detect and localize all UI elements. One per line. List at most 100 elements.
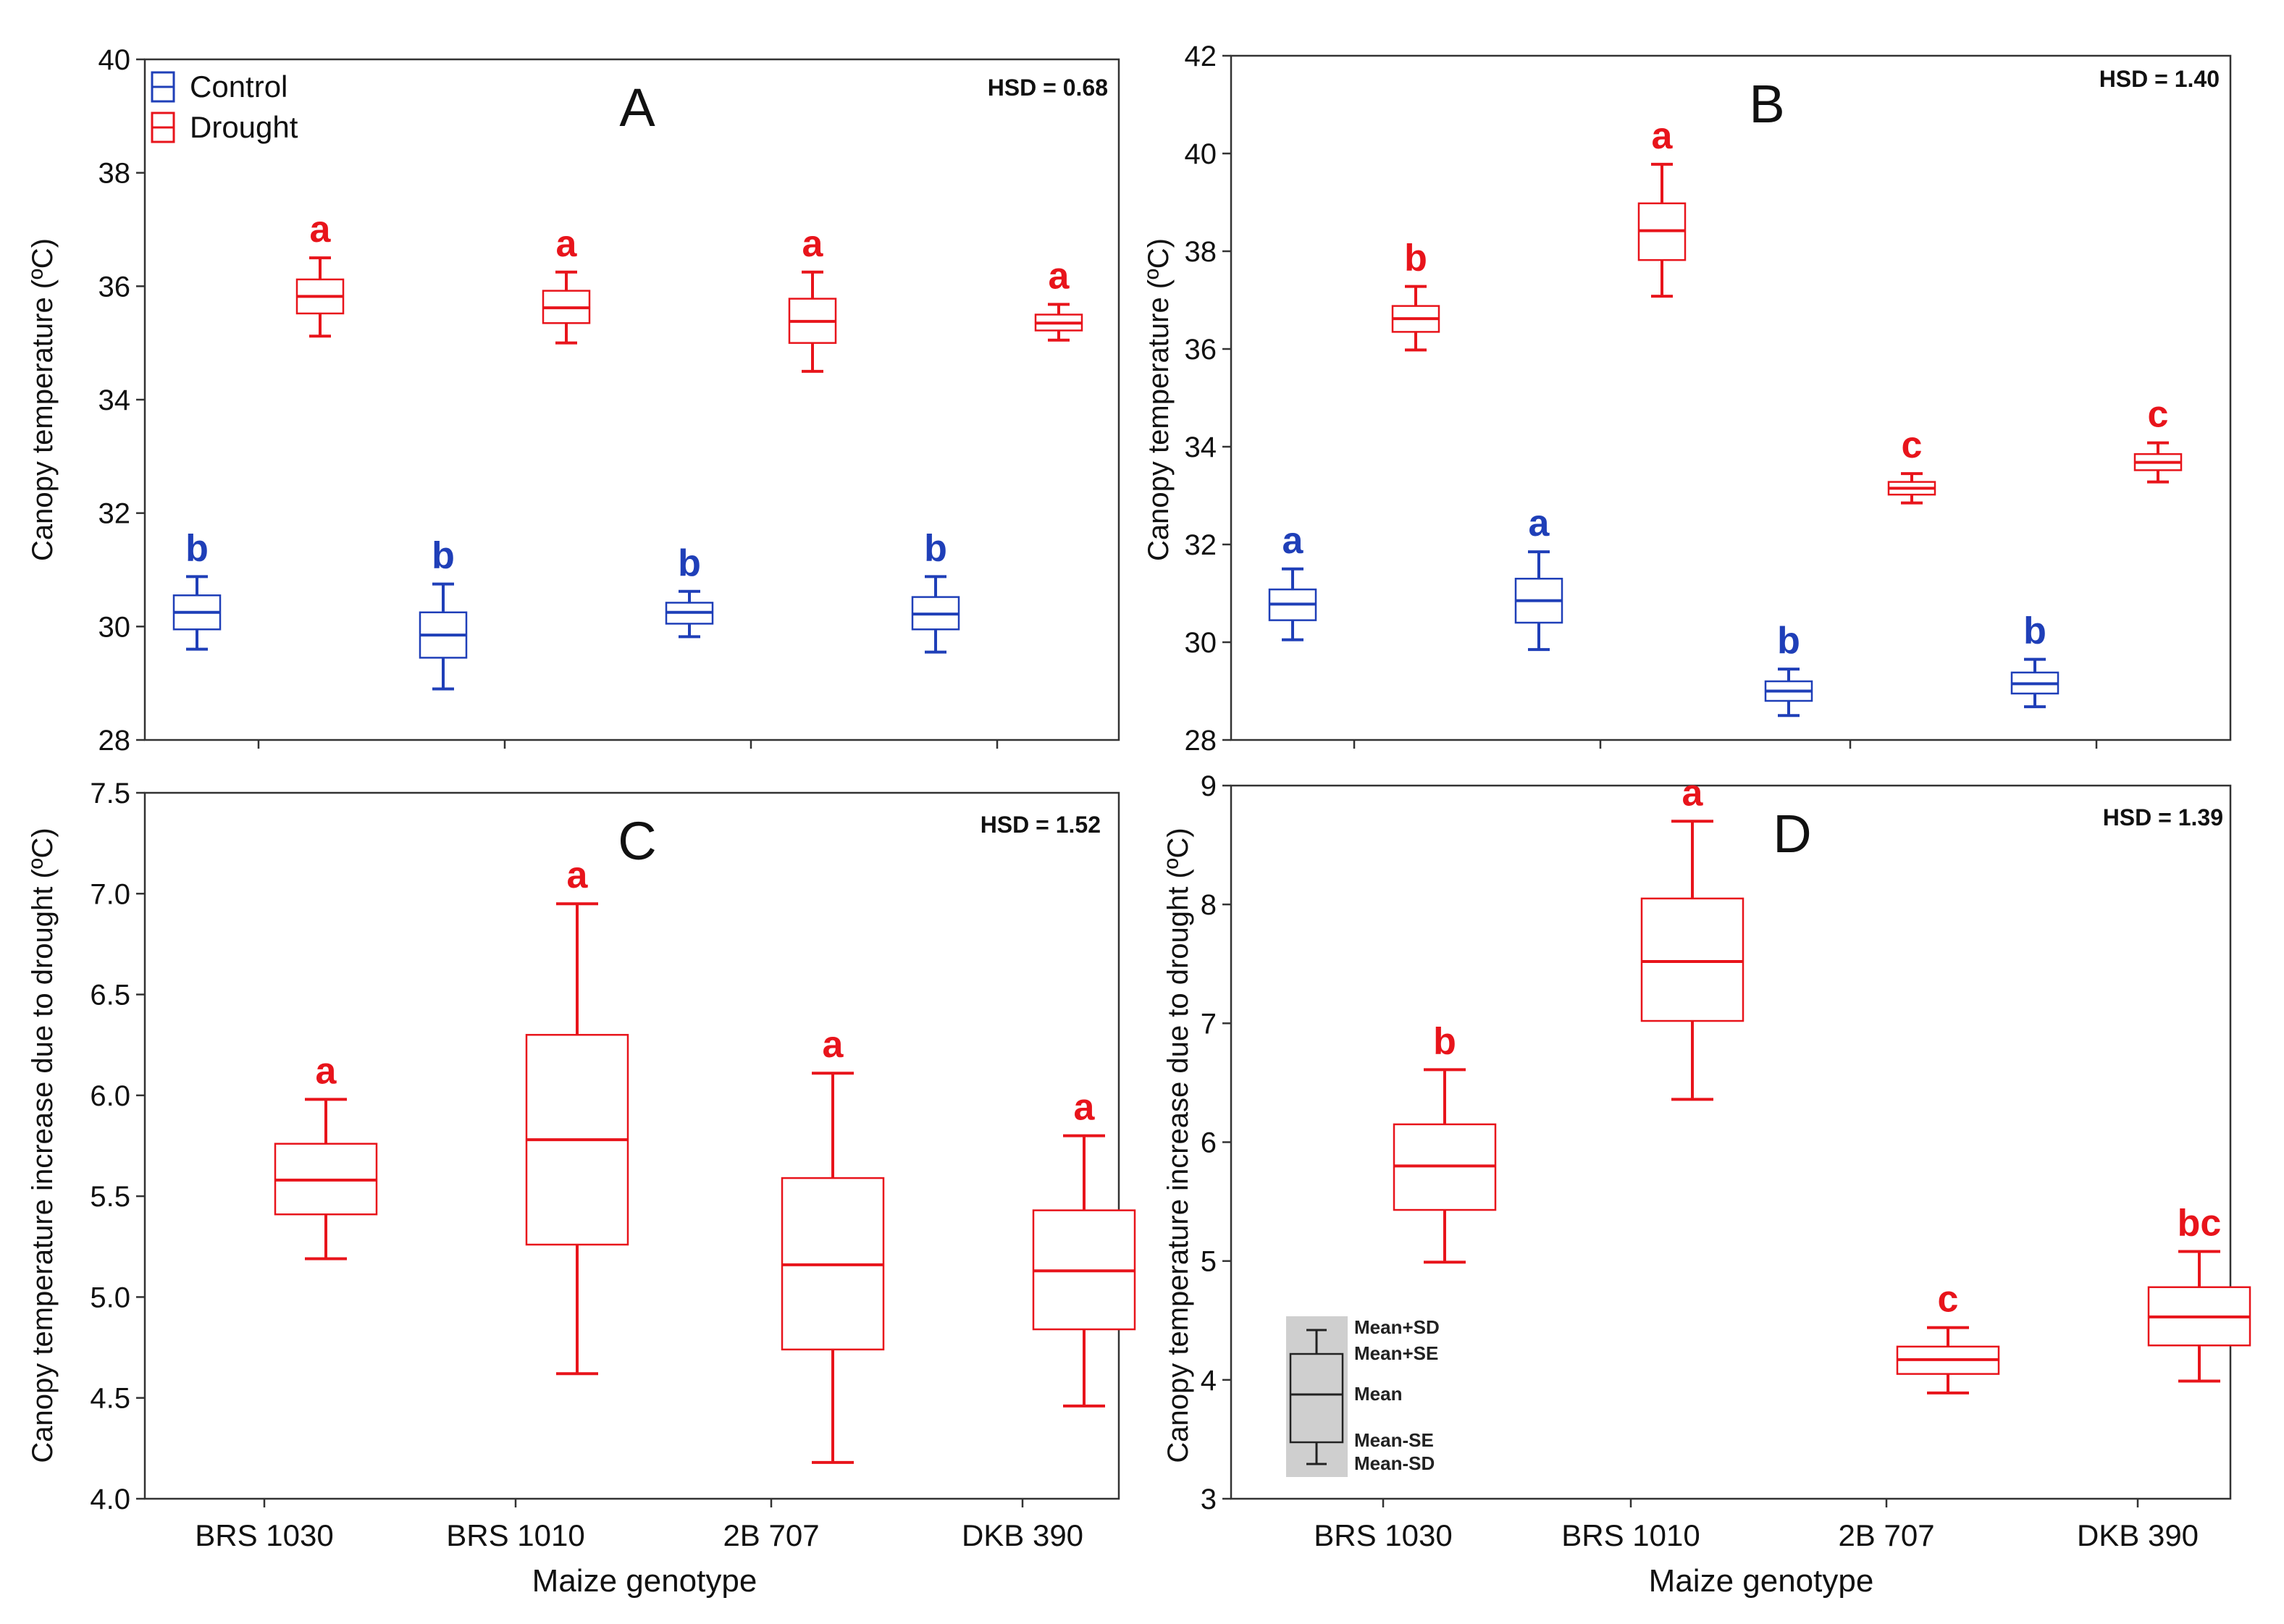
y-tick-label: 3 bbox=[1201, 1484, 1217, 1515]
significance-letter: b bbox=[2023, 610, 2046, 652]
box-control-0: b bbox=[172, 527, 222, 651]
y-tick-label: 36 bbox=[1185, 334, 1217, 366]
panel-title: C bbox=[618, 811, 656, 871]
y-tick-label: 32 bbox=[1185, 529, 1217, 561]
y-tick-label: 5 bbox=[1201, 1246, 1217, 1278]
x-tick-label: DKB 390 bbox=[2077, 1518, 2199, 1552]
y-axis-label: Canopy temperature increase due to droug… bbox=[27, 828, 59, 1463]
significance-letter: a bbox=[1074, 1087, 1096, 1129]
y-tick-label: 38 bbox=[98, 158, 131, 190]
inset-label: Mean bbox=[1354, 1383, 1402, 1405]
significance-letter: b bbox=[924, 527, 947, 569]
panel-c: 4.0 4.5 5.0 5.5 6.0 6.5 7.0 7.5 BRS 1030 BRS 1010… bbox=[27, 778, 1136, 1552]
legend-label: Control bbox=[190, 70, 287, 104]
box-drought-1: a bbox=[542, 223, 591, 345]
significance-letter: c bbox=[1902, 424, 1923, 466]
significance-letter: a bbox=[823, 1024, 844, 1066]
y-tick-label: 4.5 bbox=[90, 1383, 130, 1415]
box-drought-1: a bbox=[525, 854, 629, 1376]
significance-letter: c bbox=[1938, 1279, 1959, 1321]
box-drought-1: a bbox=[1637, 115, 1687, 298]
hsd-value: HSD = 1.40 bbox=[2099, 66, 2220, 92]
panel-b: 28 30 32 34 36 38 40 42 Canopy temperature (ºC) B… bbox=[1143, 41, 2232, 757]
y-axis-label: Canopy temperature (ºC) bbox=[27, 238, 59, 561]
significance-letter: a bbox=[556, 223, 578, 265]
y-tick-label: 30 bbox=[98, 611, 131, 643]
y-tick-label: 9 bbox=[1201, 770, 1217, 802]
x-axis-label-right: Maize genotype bbox=[1649, 1563, 1874, 1599]
box-control-3: b bbox=[2010, 610, 2060, 709]
y-tick-label: 40 bbox=[98, 44, 131, 76]
plot-frame bbox=[143, 791, 1120, 1500]
box-drought-3: bc bbox=[2147, 1203, 2251, 1383]
box-drought-3: a bbox=[1034, 255, 1083, 342]
inset-label: Mean+SE bbox=[1354, 1342, 1438, 1364]
significance-letter: b bbox=[432, 535, 455, 577]
inset-label: Mean+SD bbox=[1354, 1316, 1440, 1338]
x-tick-label: BRS 1030 bbox=[1314, 1518, 1452, 1552]
hsd-value: HSD = 0.68 bbox=[988, 75, 1108, 101]
y-tick-label: 4 bbox=[1201, 1365, 1217, 1397]
x-axis-label-left: Maize genotype bbox=[532, 1563, 757, 1599]
significance-letter: a bbox=[310, 209, 332, 251]
hsd-value: HSD = 1.52 bbox=[981, 812, 1101, 838]
significance-letter: a bbox=[1529, 502, 1550, 544]
box-control-0: a bbox=[1268, 520, 1317, 641]
significance-letter: b bbox=[1777, 620, 1800, 662]
y-axis-label: Canopy temperature increase due to droug… bbox=[1162, 828, 1194, 1463]
y-tick-label: 4.0 bbox=[90, 1484, 130, 1515]
significance-letter: a bbox=[316, 1050, 337, 1092]
box-drought-2: c bbox=[1896, 1279, 2000, 1394]
box-control-2: b bbox=[1764, 620, 1813, 718]
se-box bbox=[1640, 897, 1745, 1022]
panel-title: A bbox=[619, 77, 655, 138]
box-control-2: b bbox=[665, 542, 714, 639]
y-tick-label: 6 bbox=[1201, 1127, 1217, 1159]
legend-label: Drought bbox=[190, 110, 298, 144]
y-tick-label: 38 bbox=[1185, 236, 1217, 268]
significance-letter: b bbox=[678, 542, 701, 584]
y-tick-label: 7.0 bbox=[90, 878, 130, 910]
y-tick-label: 40 bbox=[1185, 138, 1217, 170]
y-tick-label: 36 bbox=[98, 271, 131, 303]
x-tick-label: 2B 707 bbox=[1838, 1518, 1934, 1552]
box-drought-0: b bbox=[1391, 237, 1440, 352]
y-tick-label: 28 bbox=[98, 725, 131, 757]
y-tick-label: 7.5 bbox=[90, 778, 130, 809]
box-control-1: a bbox=[1514, 502, 1563, 652]
significance-letter: a bbox=[1682, 772, 1704, 814]
box-control-3: b bbox=[911, 527, 960, 654]
y-tick-label: 34 bbox=[1185, 432, 1217, 463]
plot-frame bbox=[143, 58, 1120, 741]
significance-letter: b bbox=[185, 527, 209, 569]
significance-letter: a bbox=[1282, 520, 1304, 562]
y-tick-label: 5.5 bbox=[90, 1181, 130, 1213]
significance-letter: a bbox=[802, 223, 824, 265]
y-tick-label: 42 bbox=[1185, 41, 1217, 72]
significance-letter: b bbox=[1404, 237, 1427, 279]
y-tick-label: 28 bbox=[1185, 725, 1217, 757]
y-tick-label: 30 bbox=[1185, 627, 1217, 659]
inset-label: Mean-SE bbox=[1354, 1429, 1434, 1451]
y-tick-label: 6.5 bbox=[90, 980, 130, 1011]
x-tick-label: BRS 1030 bbox=[195, 1518, 333, 1552]
legend: Control Drought bbox=[151, 70, 298, 144]
significance-letter: c bbox=[2148, 394, 2169, 436]
box-control-1: b bbox=[419, 535, 468, 691]
y-tick-label: 32 bbox=[98, 498, 131, 530]
y-tick-label: 5.0 bbox=[90, 1282, 130, 1313]
x-tick-label: BRS 1010 bbox=[1561, 1518, 1700, 1552]
box-drought-2: c bbox=[1887, 424, 1936, 505]
plot-frame bbox=[1230, 54, 2232, 741]
box-drought-2: a bbox=[781, 1024, 885, 1464]
box-drought-1: a bbox=[1640, 772, 1745, 1101]
significance-letter: bc bbox=[2178, 1203, 2222, 1245]
panel-title: D bbox=[1773, 804, 1811, 864]
box-drought-3: a bbox=[1032, 1087, 1136, 1408]
box-drought-0: a bbox=[274, 1050, 378, 1261]
y-tick-label: 7 bbox=[1201, 1008, 1217, 1040]
y-tick-label: 6.0 bbox=[90, 1080, 130, 1112]
y-tick-label: 8 bbox=[1201, 889, 1217, 921]
